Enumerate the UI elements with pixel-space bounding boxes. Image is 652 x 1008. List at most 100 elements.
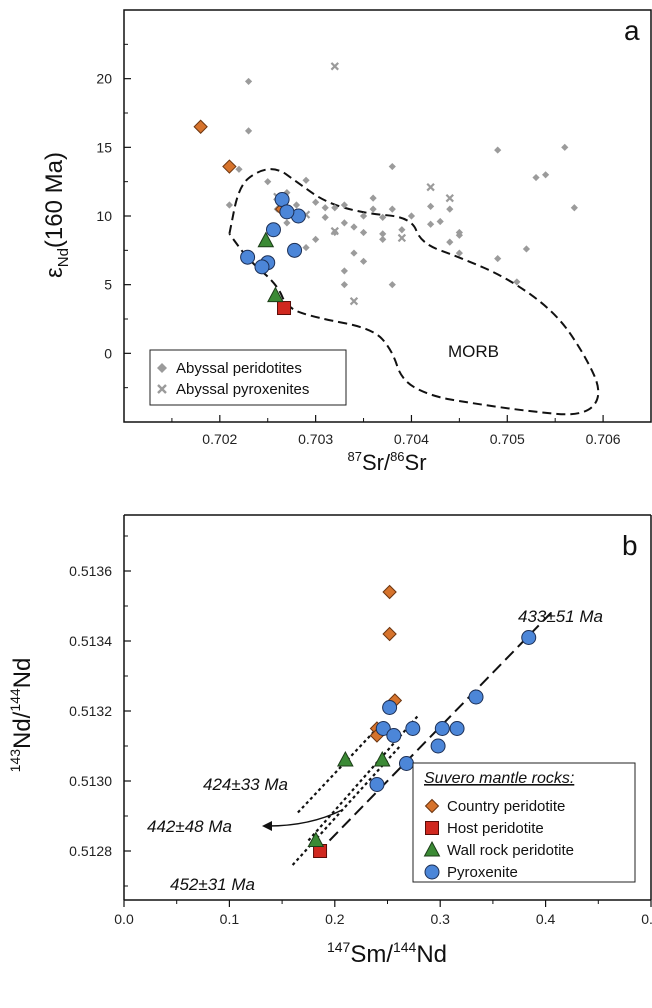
legend-b-label-host-peridotite: Host peridotite — [447, 820, 544, 837]
panel-a-letter: a — [624, 15, 640, 46]
point-abyssal-peridotites — [350, 249, 358, 257]
legend-marker-abyssal-peridotites — [157, 363, 167, 373]
panel-b-ytick-label: 0.5132 — [69, 703, 112, 719]
series-b-country-peridotite — [369, 584, 403, 743]
point-b-wall-rock-peridotite — [373, 750, 391, 767]
legend-label-abyssal-pyroxenites: Abyssal pyroxenites — [176, 381, 309, 398]
point-country-peridotite — [193, 119, 208, 134]
point-abyssal-peridotites — [388, 162, 396, 171]
point-wall-rock-peridotite — [267, 286, 284, 303]
legend-b-item-wall-rock-peridotite: Wall rock peridotite — [423, 840, 574, 859]
legend-b-label-pyroxenite: Pyroxenite — [447, 864, 518, 881]
panel-b-points — [307, 584, 537, 858]
point-abyssal-peridotites — [264, 178, 272, 186]
point-abyssal-peridotites — [369, 194, 377, 202]
panel-b-legend-box — [412, 762, 636, 883]
point-abyssal-pyroxenites — [426, 182, 435, 192]
panel-a-xlabel-end: Sr — [405, 450, 427, 475]
panel-b-xtick-label: 0.5 — [641, 911, 652, 927]
panel-a-legend: Abyssal peridotites Abyssal pyroxenites — [149, 349, 347, 406]
point-pyroxenite — [240, 249, 256, 265]
point-abyssal-peridotites — [388, 205, 396, 213]
panel-b-legend-title: Suvero mantle rocks: — [424, 770, 574, 787]
point-abyssal-peridotites — [436, 217, 444, 226]
point-b-pyroxenite — [398, 756, 414, 771]
point-b-wall-rock-peridotite — [337, 750, 354, 767]
panel-a-ylabel-rest: (160 Ma) — [41, 152, 68, 248]
point-pyroxenite — [265, 222, 281, 238]
legend-b-marker-wall-rock-peridotite — [423, 840, 441, 857]
point-abyssal-pyroxenites — [330, 62, 339, 71]
point-abyssal-peridotites — [340, 267, 348, 275]
point-abyssal-peridotites — [542, 171, 550, 179]
point-b-country-peridotite — [382, 626, 397, 642]
panel-a-ytick-label: 20 — [96, 71, 112, 87]
panel-b-xlabel-sup: 147 — [327, 939, 351, 955]
series-wall-rock-peridotite — [257, 231, 284, 303]
point-abyssal-peridotites — [340, 201, 348, 209]
panel-a-ylabel-eps: ε — [41, 267, 68, 278]
point-abyssal-peridotites — [244, 77, 253, 86]
point-abyssal-peridotites — [494, 254, 502, 263]
isochron-label-424: 424±33 Ma — [203, 775, 288, 794]
point-abyssal-peridotites — [369, 205, 377, 213]
panel-b-ytick-label: 0.5134 — [69, 633, 112, 649]
point-host-peridotite — [277, 301, 292, 316]
point-b-pyroxenite — [434, 721, 450, 736]
isochron-442-arrow — [267, 809, 343, 827]
panel-b-xtick-label: 0.0 — [114, 911, 134, 927]
point-abyssal-peridotites — [331, 204, 339, 212]
panel-a-ytick-label: 0 — [104, 345, 112, 361]
panel-a-xtick-label: 0.703 — [298, 431, 333, 447]
isochron-442-arrowhead — [262, 821, 272, 831]
point-abyssal-peridotites — [312, 198, 320, 206]
isochron-label-452: 452±31 Ma — [170, 875, 255, 894]
panel-b-ylabel-sup: 143 — [7, 749, 23, 773]
panel-a-xlabel-main: Sr/ — [362, 450, 391, 475]
panel-b-xlabel-main: Sm/ — [350, 941, 393, 968]
panel-a-xtick-label: 0.702 — [202, 431, 237, 447]
point-abyssal-peridotites — [455, 231, 463, 239]
point-abyssal-peridotites — [359, 212, 368, 220]
point-abyssal-peridotites — [532, 173, 540, 182]
point-country-peridotite — [222, 159, 237, 174]
point-abyssal-peridotites — [244, 127, 253, 135]
series-pyroxenite — [240, 192, 306, 275]
panel-b-xlabel: 147Sm/144Nd — [327, 939, 447, 968]
point-abyssal-peridotites — [388, 281, 396, 289]
panel-b-xtick-label: 0.3 — [430, 911, 450, 927]
panel-a-ticks: 0.702 0.703 0.704 0.705 0.706 0 5 10 15 20 — [96, 43, 621, 447]
point-abyssal-pyroxenites — [397, 233, 407, 243]
point-abyssal-peridotites — [302, 243, 310, 252]
point-abyssal-peridotites — [283, 219, 291, 227]
panel-a-ytick-label: 10 — [96, 208, 112, 224]
point-abyssal-peridotites — [379, 213, 387, 221]
point-b-pyroxenite — [375, 721, 391, 736]
point-abyssal-peridotites — [292, 201, 301, 209]
legend-b-item-host-peridotite: Host peridotite — [425, 820, 544, 837]
panel-b-ytick-label: 0.5136 — [69, 563, 112, 579]
point-b-wall-rock-peridotite — [307, 831, 325, 847]
panel-a-xlabel-sup2: 86 — [390, 449, 404, 464]
point-abyssal-peridotites — [522, 245, 531, 253]
isochron-label-433: 433±51 Ma — [518, 607, 603, 626]
point-abyssal-peridotites — [561, 143, 569, 151]
legend-b-item-pyroxenite: Pyroxenite — [424, 864, 518, 881]
panel-b-xlabel-end: Nd — [416, 941, 447, 968]
panel-a-xtick-label: 0.704 — [394, 431, 429, 447]
panel-a: 0.702 0.703 0.704 0.705 0.706 0 5 10 15 20 MORB a… — [41, 9, 652, 475]
legend-b-label-country-peridotite: Country peridotite — [447, 798, 565, 815]
point-abyssal-peridotites — [225, 201, 233, 209]
panel-a-legend-box — [149, 349, 347, 406]
point-abyssal-peridotites — [427, 202, 435, 210]
panel-a-ytick-label: 5 — [104, 277, 112, 293]
point-pyroxenite — [279, 204, 295, 220]
point-abyssal-peridotites — [340, 219, 348, 227]
point-abyssal-peridotites — [379, 230, 387, 238]
panel-a-xtick-label: 0.706 — [586, 431, 621, 447]
point-b-pyroxenite — [369, 777, 385, 792]
point-abyssal-peridotites — [455, 249, 463, 257]
point-wall-rock-peridotite — [257, 231, 275, 248]
point-abyssal-peridotites — [302, 176, 310, 184]
point-abyssal-peridotites — [340, 281, 348, 289]
